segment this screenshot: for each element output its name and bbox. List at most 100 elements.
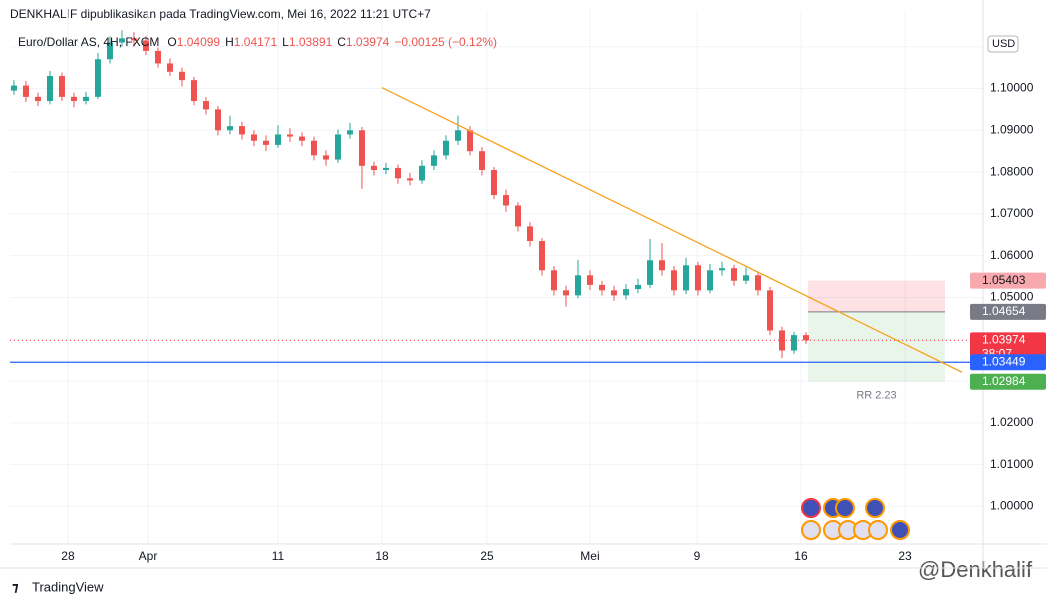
candle-body (646, 260, 653, 285)
x-tick-label: 11 (272, 549, 285, 563)
x-tick-label: Apr (139, 549, 158, 563)
candle-body (238, 126, 245, 135)
candle-body (634, 284, 641, 290)
candle-body (706, 270, 713, 291)
candle-body (346, 130, 353, 135)
candle-body (58, 75, 65, 97)
y-tick-label: 1.07000 (990, 206, 1034, 220)
candle-body (682, 265, 689, 291)
candle-body (574, 275, 581, 296)
entry-price-label-bg (970, 303, 1046, 320)
candle-body (250, 134, 257, 141)
candle-body (262, 140, 269, 145)
candle-body (202, 101, 209, 110)
last-price-label: 1.03974 (982, 332, 1026, 346)
candle-body (418, 165, 425, 181)
stop-zone (808, 280, 945, 312)
candle-body (454, 130, 461, 141)
entry-price-label: 1.04654 (982, 304, 1026, 318)
legend-ohlc-key: C (337, 35, 346, 49)
y-tick-label: 1.08000 (990, 164, 1034, 178)
target-price-label: 1.02984 (982, 374, 1026, 388)
y-tick-label: 1.09000 (990, 122, 1034, 136)
legend-change: −0.00125 (−0.12%) (394, 35, 497, 49)
candle-body (298, 136, 305, 141)
candle-body (802, 335, 809, 341)
legend-ohlc-value: 1.03974 (346, 35, 390, 49)
x-tick-label: 18 (375, 549, 389, 563)
candle-body (430, 155, 437, 166)
currency: USD (992, 38, 1015, 50)
x-tick-label: 28 (61, 549, 75, 563)
legend-ohlc-key: O (167, 35, 176, 49)
candle-body (610, 290, 617, 296)
candle-body (730, 268, 737, 281)
candle-body (370, 165, 377, 170)
x-tick-label: 25 (480, 549, 494, 563)
event-icon (801, 498, 821, 518)
candle-body (790, 335, 797, 351)
candle-body (658, 260, 665, 271)
horizontal-line-label: 1.03449 (982, 354, 1026, 368)
candle-body (130, 38, 137, 41)
candle-body (538, 241, 545, 271)
header: DENKHALIF dipublikasikan pada TradingVie… (10, 7, 431, 21)
candle-body (502, 195, 509, 206)
legend-ohlc-value: 1.04099 (177, 35, 221, 49)
candle-body (394, 167, 401, 179)
x-tick-label: 23 (898, 549, 912, 563)
y-tick-label: 1.05000 (990, 290, 1034, 304)
candle-body (166, 63, 173, 72)
candle-body (82, 96, 89, 102)
candle-body (154, 50, 161, 64)
legend-ohlc-key: H (225, 35, 234, 49)
candle-body (694, 265, 701, 291)
legend-symbol: Euro/Dollar AS, 4H, FXCM (18, 35, 159, 49)
legend: Euro/Dollar AS, 4H, FXCM O1.04099 H1.04171… (18, 35, 497, 49)
candle-body (214, 109, 221, 131)
y-tick-label: 1.01000 (990, 457, 1034, 471)
candle-body (322, 155, 329, 160)
candle-body (442, 140, 449, 156)
event-icon (890, 520, 910, 540)
event-icon (868, 520, 888, 540)
legend-ohlc-key: L (282, 35, 289, 49)
candle-body (22, 85, 29, 97)
candle-body (310, 140, 317, 156)
candle-body (406, 178, 413, 181)
footer-logo: TradingView (32, 579, 104, 594)
candle-body (142, 40, 149, 51)
stop-price-label-bg (970, 272, 1046, 289)
candle-body (190, 80, 197, 102)
horizontal-line-label-bg (970, 354, 1046, 371)
candle-body (358, 130, 365, 166)
legend-ohlc-value: 1.03891 (289, 35, 333, 49)
y-tick-label: 1.00000 (990, 499, 1034, 513)
candle-body (178, 71, 185, 81)
x-tick-label: 16 (794, 549, 808, 563)
candle-body (598, 284, 605, 291)
candle-body (34, 96, 41, 102)
candle-body (778, 330, 785, 351)
candle-body (94, 59, 101, 97)
candle-body (754, 275, 761, 291)
candle-body (490, 169, 497, 196)
target-zone (808, 311, 945, 382)
candle-body (106, 42, 113, 60)
candle-body (286, 134, 293, 137)
candle-body (70, 96, 77, 102)
x-tick-label: Mei (580, 549, 599, 563)
y-tick-label: 1.02000 (990, 415, 1034, 429)
y-tick-label: 1.06000 (990, 248, 1034, 262)
x-tick-label: 9 (694, 549, 701, 563)
candle-body (10, 85, 17, 91)
event-icon (865, 498, 885, 518)
candle-body (526, 226, 533, 242)
target-price-label-bg (970, 373, 1046, 390)
candle-body (382, 167, 389, 170)
currency-badge (987, 35, 1019, 53)
candle-body (118, 38, 125, 43)
candle-body (622, 289, 629, 296)
candle-body (550, 270, 557, 291)
